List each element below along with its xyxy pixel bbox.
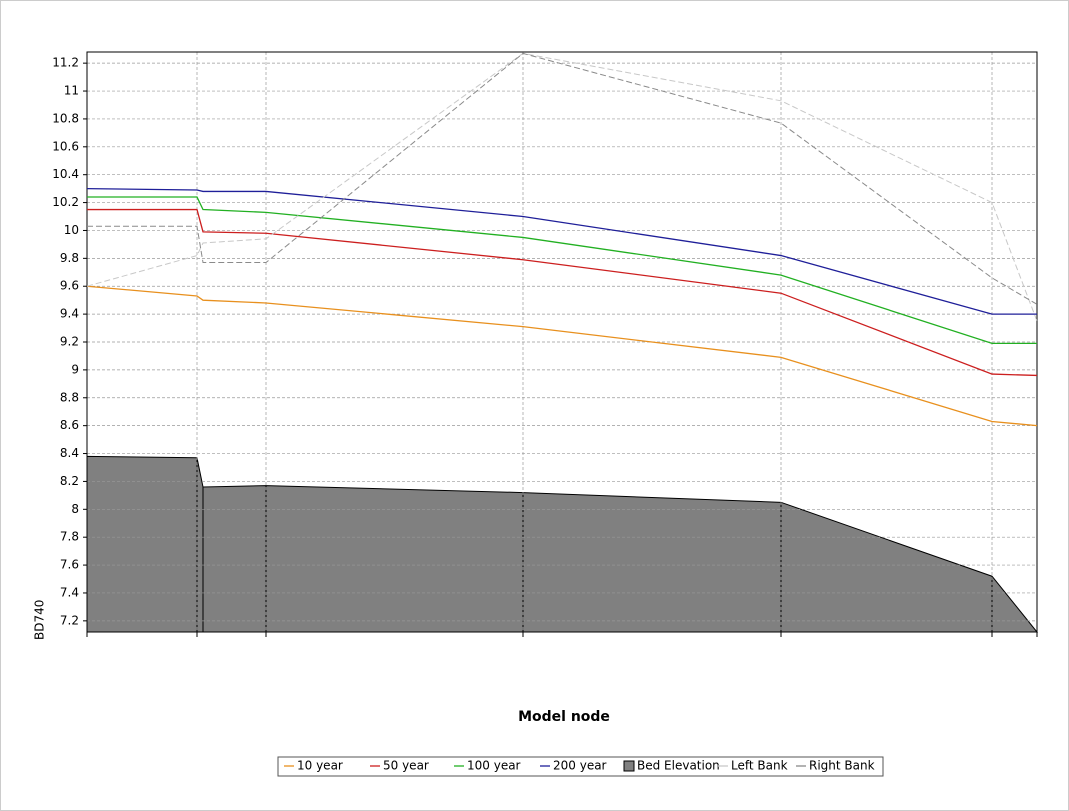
y-tick-label: 10.8 — [52, 111, 79, 125]
bed-area — [86, 455, 1039, 633]
series-line — [86, 187, 1037, 315]
y-tick-label: 11 — [64, 84, 79, 98]
plot-border — [86, 51, 1038, 633]
y-tick-label: 7.4 — [60, 585, 79, 599]
y-axis-title: BD740 — [33, 600, 47, 640]
series-line — [86, 52, 1038, 322]
y-tick-label: 8.2 — [60, 474, 79, 488]
y-tick-label: 9.8 — [60, 251, 79, 265]
legend-label: Bed Elevation — [637, 759, 720, 773]
y-tick-label: 9 — [71, 362, 79, 376]
legend-label: 200 year — [553, 759, 607, 773]
y-tick-label: 10.6 — [52, 139, 79, 153]
y-tick-label: 10 — [64, 223, 79, 237]
y-tick-label: 7.6 — [60, 558, 79, 572]
legend-label: 100 year — [467, 759, 521, 773]
y-tick-label: 7.8 — [60, 530, 79, 544]
y-tick-label: 8.6 — [60, 418, 79, 432]
y-tick-label: 9.2 — [60, 335, 79, 349]
legend-label: 50 year — [383, 759, 429, 773]
y-tick-label: 10.2 — [52, 195, 79, 209]
y-tick-label: 11.2 — [52, 56, 79, 70]
y-tick-label: 8.8 — [60, 390, 79, 404]
series-line — [87, 208, 1038, 377]
y-tick-label: 8.4 — [60, 446, 79, 460]
legend-box — [277, 756, 884, 777]
legend-label: 10 year — [297, 759, 343, 773]
legend-label: Right Bank — [809, 759, 875, 773]
series-line — [87, 52, 1038, 305]
y-tick-label: 8 — [71, 502, 79, 516]
series-line — [87, 196, 1037, 345]
y-tick-label: 7.2 — [60, 613, 79, 627]
x-axis-title: Model node — [518, 709, 610, 725]
y-tick-label: 9.6 — [60, 279, 79, 293]
y-tick-label: 9.4 — [60, 307, 79, 321]
series-line — [86, 285, 1038, 427]
y-tick-label: 10.4 — [52, 167, 79, 181]
legend-label: Left Bank — [731, 759, 788, 773]
legend-swatch — [623, 760, 635, 772]
